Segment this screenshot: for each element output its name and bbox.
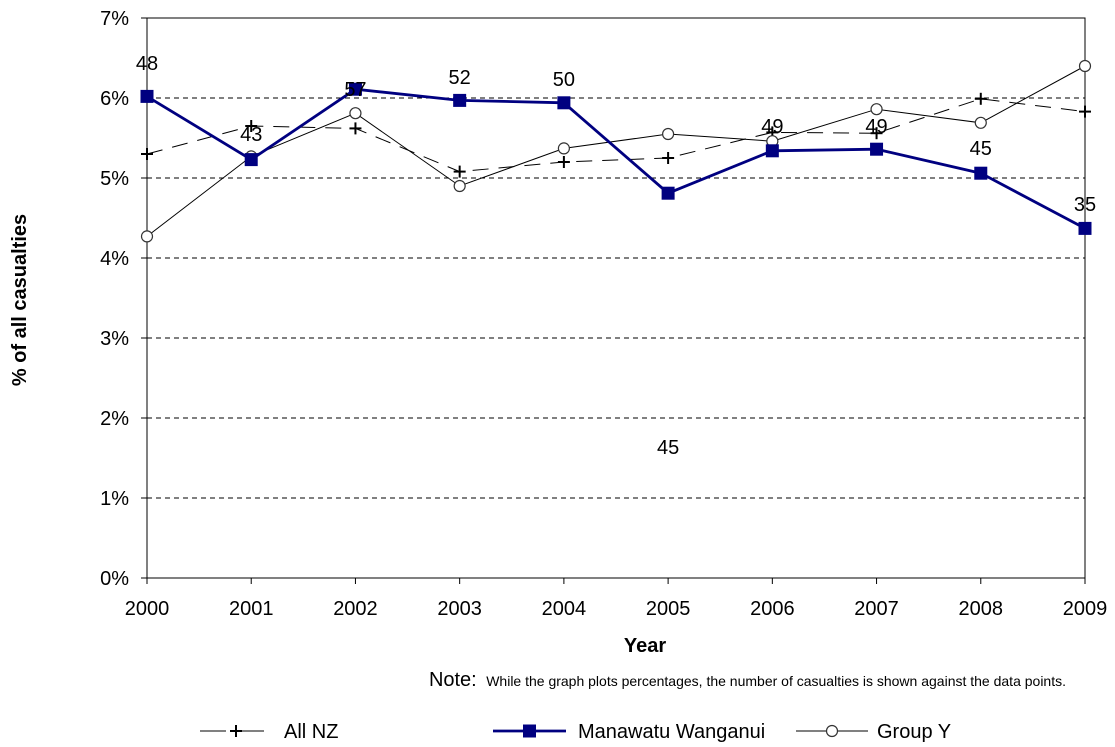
legend-label: Manawatu Wanganui <box>578 721 765 743</box>
data-point-all-nz <box>141 148 153 160</box>
x-tick-label: 2003 <box>437 598 482 620</box>
data-point-all-nz <box>557 156 570 168</box>
data-point-group-y <box>140 230 154 243</box>
data-label: 45 <box>970 138 992 160</box>
y-tick-label: 2% <box>100 408 129 430</box>
data-point-all-nz <box>662 152 675 164</box>
data-point-manawatu-wanganui <box>244 153 258 167</box>
legend-marker <box>523 724 536 738</box>
legend-item-all-nz: All NZ <box>200 721 338 743</box>
data-label: 48 <box>136 53 158 75</box>
x-tick-label: 2007 <box>854 598 899 620</box>
legend-label: Group Y <box>877 721 951 743</box>
legend-marker <box>825 724 839 738</box>
plot-area <box>146 17 1086 579</box>
x-tick-label: 2004 <box>542 598 587 620</box>
data-label: 49 <box>761 116 783 138</box>
y-tick-label: 6% <box>100 88 129 110</box>
note-text: While the graph plots percentages, the n… <box>486 673 1066 689</box>
data-point-manawatu-wanganui <box>765 144 779 158</box>
y-tick-label: 5% <box>100 168 129 190</box>
x-axis-ticks: 2000 2001 2002 2003 2004 2005 2006 2007 2008 2009 <box>125 578 1108 620</box>
y-axis-ticks: 0% 1% 2% 3% 4% 5% 6% 7% <box>100 8 147 590</box>
series-line-manawatu-wanganui <box>146 87 1086 230</box>
data-label: 35 <box>1074 194 1096 216</box>
series-layer <box>140 59 1092 243</box>
data-label: 57 <box>344 79 366 101</box>
legend-item-group-y: Group Y <box>796 721 951 743</box>
series-manawatu-wanganui <box>140 82 1092 235</box>
data-point-manawatu-wanganui <box>661 186 675 200</box>
data-labels: 48 43 57 52 50 45 49 49 45 35 <box>136 53 1096 459</box>
x-tick-label: 2002 <box>333 598 378 620</box>
data-point-all-nz <box>349 122 362 135</box>
data-point-manawatu-wanganui <box>453 93 467 107</box>
legend: All NZ Manawatu Wanganui Group Y <box>200 721 951 743</box>
data-label: 43 <box>240 124 262 146</box>
series-line-all-nz <box>146 98 1086 173</box>
x-tick-label: 2006 <box>750 598 795 620</box>
x-tick-label: 2005 <box>646 598 691 620</box>
y-tick-label: 4% <box>100 248 129 270</box>
data-point-all-nz <box>1079 105 1091 118</box>
data-point-manawatu-wanganui <box>557 96 571 110</box>
data-label: 45 <box>657 437 679 459</box>
data-point-group-y <box>662 127 675 141</box>
note-prefix: Note: <box>429 669 477 691</box>
x-tick-label: 2001 <box>229 598 274 620</box>
y-tick-label: 3% <box>100 328 129 350</box>
data-label: 49 <box>865 116 887 138</box>
y-tick-label: 7% <box>100 8 129 30</box>
data-point-group-y <box>349 107 362 120</box>
data-point-group-y <box>557 142 570 155</box>
y-tick-label: 0% <box>100 568 129 590</box>
series-line-group-y <box>146 65 1086 237</box>
x-tick-label: 2008 <box>959 598 1004 620</box>
x-tick-label: 2009 <box>1063 598 1108 620</box>
chart-note: Note: While the graph plots percentages,… <box>429 669 1066 691</box>
legend-marker <box>230 725 242 737</box>
gridlines <box>147 97 1085 499</box>
x-tick-label: 2000 <box>125 598 170 620</box>
y-tick-label: 1% <box>100 488 129 510</box>
data-point-manawatu-wanganui <box>1078 221 1092 235</box>
data-point-manawatu-wanganui <box>870 142 884 156</box>
legend-item-manawatu-wanganui: Manawatu Wanganui <box>493 721 765 743</box>
data-point-manawatu-wanganui <box>348 82 362 96</box>
data-point-group-y <box>974 116 987 129</box>
data-point-group-y <box>453 179 466 193</box>
data-point-manawatu-wanganui <box>140 89 154 103</box>
data-point-all-nz <box>245 120 258 132</box>
x-axis-title: Year <box>624 635 666 657</box>
data-point-all-nz <box>453 165 466 178</box>
legend-label: All NZ <box>284 721 338 743</box>
data-label: 52 <box>449 67 471 89</box>
svg-text:Note: While the graph pl: Note: While the graph plots percentages,… <box>429 669 1066 691</box>
data-point-group-y <box>1078 59 1092 73</box>
series-group-y <box>140 59 1092 243</box>
y-axis-title: % of all casualties <box>9 214 31 386</box>
series-all-nz <box>141 92 1091 178</box>
data-point-all-nz <box>870 127 883 140</box>
data-point-all-nz <box>974 92 987 105</box>
data-point-manawatu-wanganui <box>974 166 988 180</box>
data-label: 50 <box>553 69 575 91</box>
data-point-group-y <box>870 103 883 116</box>
